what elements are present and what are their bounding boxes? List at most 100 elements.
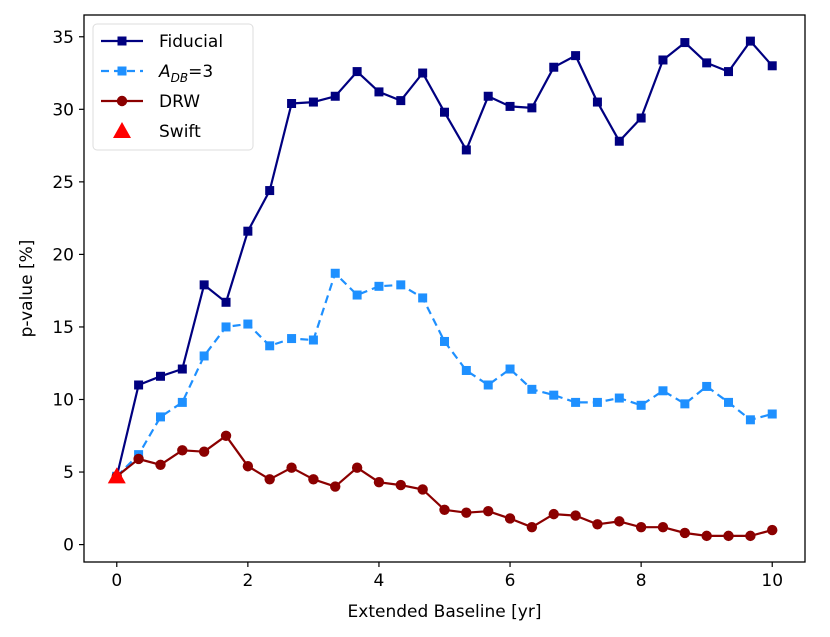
- data-point-adb3: [418, 293, 428, 303]
- data-point-drw: [767, 524, 778, 536]
- series-layer: [107, 36, 778, 542]
- legend-label-adb3-tail: =3: [188, 62, 213, 82]
- data-point-fiducial: [658, 55, 668, 65]
- legend-entry-drw: DRW: [101, 92, 200, 112]
- data-point-drw: [373, 476, 385, 488]
- data-point-drw: [264, 474, 275, 485]
- data-point-drw: [286, 462, 297, 473]
- legend-entry-adb3: ADB=3: [101, 62, 213, 85]
- data-point-fiducial: [265, 186, 275, 196]
- data-point-fiducial: [396, 96, 406, 106]
- data-point-adb3: [571, 397, 581, 407]
- data-point-drw: [439, 504, 450, 515]
- data-point-drw: [177, 445, 188, 456]
- data-point-drw: [417, 484, 428, 495]
- data-point-drw: [198, 446, 210, 457]
- data-point-adb3: [461, 365, 471, 375]
- data-point-adb3: [527, 384, 537, 394]
- data-point-fiducial: [287, 99, 297, 109]
- data-point-adb3: [592, 397, 602, 407]
- data-point-adb3: [767, 409, 777, 419]
- data-point-adb3: [308, 335, 318, 345]
- data-point-fiducial: [745, 36, 755, 46]
- data-point-adb3: [287, 334, 297, 344]
- series-fiducial: [112, 36, 777, 481]
- data-point-fiducial: [571, 51, 581, 61]
- data-point-adb3: [505, 364, 515, 374]
- data-point-fiducial: [134, 380, 144, 390]
- x-tick-label: 2: [242, 571, 253, 591]
- y-tick-label: 15: [52, 318, 74, 338]
- data-point-adb3: [658, 386, 668, 396]
- data-point-adb3: [199, 351, 209, 361]
- legend-entry-fiducial: Fiducial: [101, 32, 223, 52]
- legend-marker-swift: [113, 122, 131, 138]
- series-adb3: [112, 268, 777, 481]
- data-point-fiducial: [155, 371, 165, 381]
- x-tick-label: 6: [505, 571, 516, 591]
- legend: Fiducial ADB=3 DRW Swift: [92, 23, 254, 151]
- data-point-adb3: [680, 399, 690, 409]
- data-point-drw: [745, 530, 756, 542]
- data-point-adb3: [155, 412, 165, 422]
- data-point-drw: [635, 521, 647, 533]
- y-axis-label: p-value [%]: [17, 240, 37, 338]
- data-point-fiducial: [549, 62, 559, 72]
- data-point-fiducial: [527, 103, 537, 113]
- data-point-fiducial: [461, 145, 471, 155]
- data-point-drw: [242, 461, 254, 472]
- data-point-drw: [504, 513, 516, 524]
- ticks-layer: 0 2 4 6 8 10 0 5 10 15 20 25 30 35: [52, 28, 783, 591]
- data-point-adb3: [724, 397, 734, 407]
- data-point-drw: [657, 521, 669, 533]
- legend-box: [92, 23, 254, 151]
- data-point-fiducial: [614, 136, 624, 146]
- data-point-fiducial: [352, 67, 362, 77]
- legend-label-adb3-sub: DB: [171, 71, 188, 85]
- data-point-adb3: [374, 281, 384, 291]
- data-point-fiducial: [724, 67, 734, 77]
- data-point-adb3: [745, 415, 755, 425]
- data-point-fiducial: [592, 97, 602, 107]
- data-point-fiducial: [243, 226, 253, 236]
- data-point-adb3: [177, 397, 187, 407]
- legend-label-drw: DRW: [159, 92, 200, 112]
- y-tick-label: 20: [52, 245, 74, 265]
- data-point-drw: [592, 519, 603, 530]
- data-point-drw: [526, 521, 538, 533]
- data-point-drw: [155, 459, 166, 470]
- data-point-drw: [461, 507, 472, 518]
- data-point-fiducial: [374, 87, 384, 97]
- data-point-drw: [220, 430, 232, 441]
- y-tick-label: 25: [52, 173, 74, 193]
- data-point-adb3: [636, 400, 646, 410]
- data-point-adb3: [396, 280, 406, 290]
- plot-frame: [83, 14, 806, 563]
- data-point-drw: [308, 474, 319, 485]
- legend-label-adb3: ADB=3: [158, 62, 213, 85]
- y-tick-label: 10: [52, 390, 74, 410]
- series-swift: [107, 467, 126, 484]
- x-axis-label: Extended Baseline [yr]: [348, 602, 542, 622]
- data-point-adb3: [614, 393, 624, 403]
- legend-label-adb3-main: A: [158, 62, 171, 82]
- data-point-fiducial: [199, 280, 209, 290]
- legend-label-swift: Swift: [159, 122, 201, 142]
- data-point-drw: [133, 453, 144, 465]
- data-point-drw: [723, 530, 734, 542]
- data-point-drw: [548, 508, 559, 520]
- data-point-drw: [679, 527, 691, 539]
- data-point-drw: [570, 510, 581, 521]
- data-point-swift: [107, 467, 126, 484]
- data-point-fiducial: [702, 58, 712, 68]
- data-point-adb3: [243, 319, 253, 329]
- data-point-drw: [395, 479, 406, 491]
- data-point-drw: [701, 530, 712, 542]
- data-point-fiducial: [418, 68, 428, 78]
- data-point-fiducial: [483, 91, 493, 101]
- legend-marker-drw: [116, 95, 128, 107]
- data-point-fiducial: [221, 297, 231, 307]
- legend-entry-swift: Swift: [113, 122, 201, 142]
- data-point-adb3: [440, 336, 449, 346]
